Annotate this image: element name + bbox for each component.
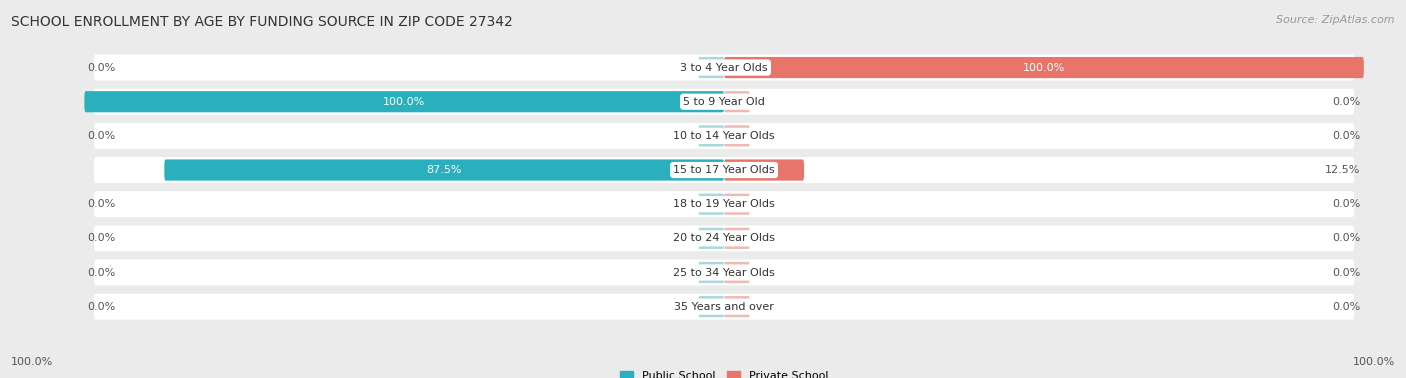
Text: 15 to 17 Year Olds: 15 to 17 Year Olds [673,165,775,175]
FancyBboxPatch shape [94,294,1354,320]
Text: 100.0%: 100.0% [382,97,426,107]
FancyBboxPatch shape [699,296,724,317]
Text: 0.0%: 0.0% [87,63,115,73]
Text: 20 to 24 Year Olds: 20 to 24 Year Olds [673,233,775,243]
FancyBboxPatch shape [699,262,724,283]
FancyBboxPatch shape [94,157,1354,183]
Text: 0.0%: 0.0% [87,199,115,209]
Text: 0.0%: 0.0% [1333,97,1361,107]
FancyBboxPatch shape [699,194,724,215]
FancyBboxPatch shape [699,57,724,78]
Text: 3 to 4 Year Olds: 3 to 4 Year Olds [681,63,768,73]
FancyBboxPatch shape [94,89,1354,115]
FancyBboxPatch shape [94,225,1354,251]
FancyBboxPatch shape [724,91,749,112]
FancyBboxPatch shape [94,123,1354,149]
Text: 35 Years and over: 35 Years and over [673,302,775,311]
FancyBboxPatch shape [84,91,724,112]
FancyBboxPatch shape [94,54,1354,81]
Text: 0.0%: 0.0% [1333,233,1361,243]
Text: 12.5%: 12.5% [1326,165,1361,175]
FancyBboxPatch shape [724,262,749,283]
Legend: Public School, Private School: Public School, Private School [616,366,832,378]
Text: 18 to 19 Year Olds: 18 to 19 Year Olds [673,199,775,209]
Text: 100.0%: 100.0% [1353,357,1395,367]
Text: SCHOOL ENROLLMENT BY AGE BY FUNDING SOURCE IN ZIP CODE 27342: SCHOOL ENROLLMENT BY AGE BY FUNDING SOUR… [11,15,513,29]
Text: 0.0%: 0.0% [1333,131,1361,141]
FancyBboxPatch shape [724,57,1364,78]
Text: 5 to 9 Year Old: 5 to 9 Year Old [683,97,765,107]
Text: 100.0%: 100.0% [1022,63,1066,73]
Text: 0.0%: 0.0% [1333,199,1361,209]
FancyBboxPatch shape [94,260,1354,285]
Text: 0.0%: 0.0% [87,233,115,243]
FancyBboxPatch shape [94,191,1354,217]
FancyBboxPatch shape [724,125,749,146]
FancyBboxPatch shape [724,160,804,181]
Text: 0.0%: 0.0% [87,302,115,311]
Text: 0.0%: 0.0% [1333,268,1361,277]
Text: 0.0%: 0.0% [1333,302,1361,311]
Text: 87.5%: 87.5% [426,165,463,175]
FancyBboxPatch shape [724,228,749,249]
Text: 10 to 14 Year Olds: 10 to 14 Year Olds [673,131,775,141]
FancyBboxPatch shape [165,160,724,181]
FancyBboxPatch shape [699,228,724,249]
Text: 100.0%: 100.0% [11,357,53,367]
Text: Source: ZipAtlas.com: Source: ZipAtlas.com [1277,15,1395,25]
Text: 25 to 34 Year Olds: 25 to 34 Year Olds [673,268,775,277]
FancyBboxPatch shape [724,194,749,215]
FancyBboxPatch shape [699,125,724,146]
Text: 0.0%: 0.0% [87,268,115,277]
Text: 0.0%: 0.0% [87,131,115,141]
FancyBboxPatch shape [724,296,749,317]
